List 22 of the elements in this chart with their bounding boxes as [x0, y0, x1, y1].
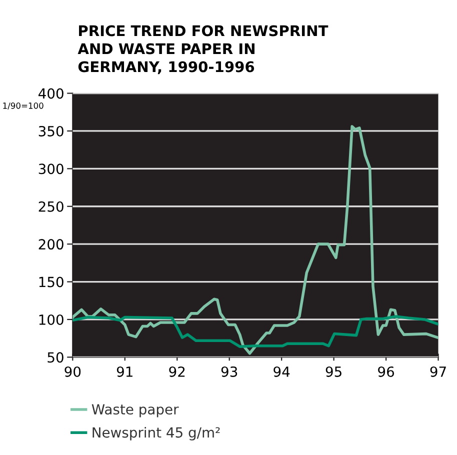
y-tick-label: 50	[48, 352, 64, 363]
x-tick-label: 90	[64, 366, 81, 377]
x-tick-label: 92	[169, 366, 185, 377]
y-tick-label: 250	[38, 201, 64, 212]
y-tick-label: 100	[39, 314, 64, 325]
y-tick-label: 200	[38, 239, 64, 250]
x-tick-label: 94	[274, 366, 290, 377]
x-tick-label: 96	[378, 366, 394, 377]
x-tick-label: 91	[116, 366, 132, 377]
line-series	[72, 315, 438, 348]
legend-label: Waste paper	[92, 404, 179, 418]
y-tick-label: 350	[38, 126, 64, 136]
x-tick-label: 93	[221, 366, 238, 377]
legend-label: Newsprint 45 g/m²	[92, 426, 220, 440]
line-series	[72, 125, 438, 355]
y-tick-label: 150	[39, 276, 64, 288]
chart-title: PRICE TREND FOR NEWSPRINT AND WASTE PAPER IN GERMANY, 1990-1996	[78, 25, 328, 74]
y-axis-title: 1/90=100	[3, 102, 44, 110]
y-tick-label: 400	[38, 88, 64, 99]
x-tick-label: 97	[430, 366, 446, 377]
y-tick-label: 300	[38, 164, 64, 174]
x-tick-label: 95	[326, 366, 342, 377]
